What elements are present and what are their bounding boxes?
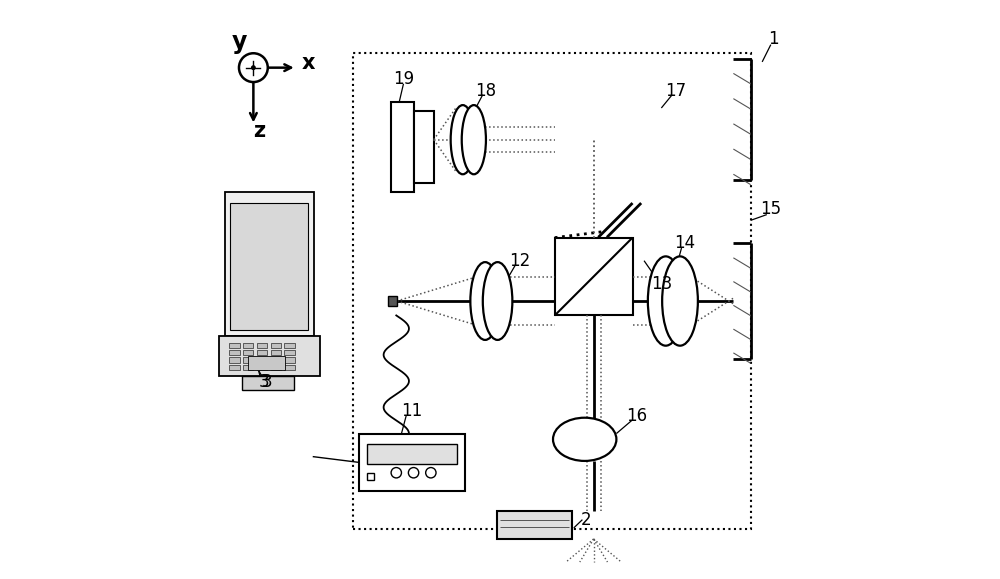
Bar	[257, 357, 267, 362]
Bar	[271, 365, 281, 370]
Ellipse shape	[662, 256, 698, 346]
Bar	[243, 357, 253, 362]
Bar	[271, 357, 281, 362]
Bar	[414, 111, 434, 182]
Bar	[229, 350, 240, 355]
Bar	[248, 356, 285, 370]
Text: 16: 16	[626, 407, 647, 425]
Ellipse shape	[553, 417, 616, 461]
Bar	[219, 336, 320, 376]
Text: x: x	[301, 53, 315, 73]
Bar	[284, 350, 295, 355]
Bar	[284, 365, 295, 370]
Bar	[391, 102, 414, 192]
Bar	[353, 53, 751, 529]
Bar	[367, 444, 457, 464]
Text: 19: 19	[393, 70, 414, 88]
Bar	[271, 350, 281, 355]
Ellipse shape	[470, 262, 500, 340]
Ellipse shape	[451, 105, 475, 174]
Text: 2: 2	[581, 511, 592, 529]
Text: 11: 11	[402, 401, 423, 420]
Text: 15: 15	[760, 200, 781, 218]
Bar	[271, 343, 281, 348]
Bar	[284, 357, 295, 362]
Text: 3: 3	[261, 373, 272, 391]
Text: 13: 13	[651, 275, 672, 293]
Bar	[257, 343, 267, 348]
Bar	[229, 357, 240, 362]
Text: 18: 18	[475, 82, 496, 100]
Bar	[230, 203, 308, 330]
Circle shape	[239, 53, 268, 82]
Bar	[242, 376, 294, 390]
Text: 3: 3	[258, 373, 269, 391]
Text: 1: 1	[768, 30, 779, 48]
Bar	[229, 365, 240, 370]
Bar	[497, 511, 572, 539]
Bar	[243, 365, 253, 370]
Bar	[555, 237, 633, 316]
Text: 12: 12	[510, 252, 531, 270]
Bar	[257, 365, 267, 370]
Bar	[257, 350, 267, 355]
Bar	[229, 343, 240, 348]
Bar	[243, 350, 253, 355]
Text: z: z	[253, 121, 265, 141]
Bar	[359, 434, 465, 491]
Ellipse shape	[462, 105, 486, 174]
Ellipse shape	[648, 256, 684, 346]
Bar	[388, 296, 397, 306]
Bar	[225, 192, 314, 336]
Text: 14: 14	[674, 234, 695, 252]
Ellipse shape	[483, 262, 512, 340]
Circle shape	[252, 66, 255, 69]
Bar	[367, 472, 374, 479]
Bar	[243, 343, 253, 348]
Text: y: y	[231, 30, 247, 54]
Bar	[284, 343, 295, 348]
Text: 17: 17	[665, 82, 686, 100]
